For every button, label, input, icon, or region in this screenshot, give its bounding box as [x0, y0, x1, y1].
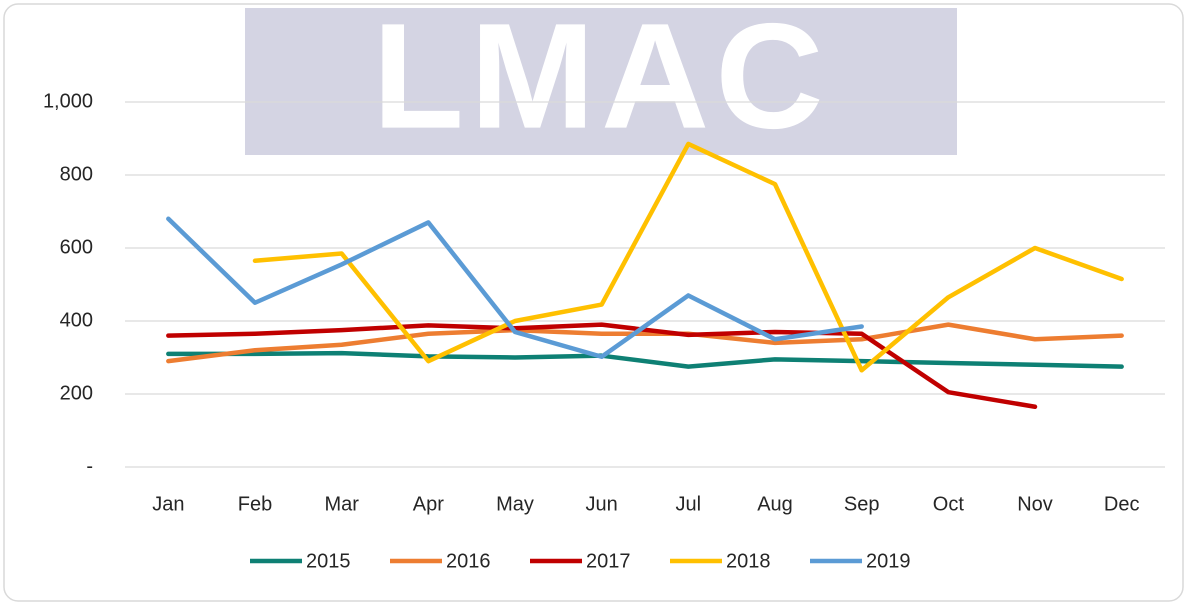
x-tick-label: Nov — [1017, 493, 1053, 515]
chart: LMAC - 200 400 600 800 1,000 Jan Feb Mar Apr May Ju… — [0, 0, 1187, 605]
x-tick-label: Sep — [844, 493, 880, 515]
legend-label: 2017 — [586, 550, 631, 572]
x-tick-label: May — [496, 493, 534, 515]
legend-label: 2015 — [306, 550, 351, 572]
legend-label: 2016 — [446, 550, 491, 572]
x-tick-label: Jul — [676, 493, 702, 515]
x-tick-label: Apr — [413, 493, 444, 515]
y-tick-label: - — [86, 455, 93, 477]
x-tick-label: Jan — [152, 493, 184, 515]
x-tick-label: Oct — [933, 493, 965, 515]
y-tick-label: 400 — [60, 309, 93, 331]
x-tick-label: Dec — [1104, 493, 1140, 515]
x-tick-label: Aug — [757, 493, 793, 515]
y-tick-label: 800 — [60, 163, 93, 185]
y-tick-label: 600 — [60, 236, 93, 258]
page: {"logo": "LMAC", "chart_data": {"type": … — [0, 0, 1187, 610]
y-tick-label: 1,000 — [43, 90, 93, 112]
legend-label: 2019 — [866, 550, 911, 572]
x-tick-label: Mar — [324, 493, 359, 515]
legend-label: 2018 — [726, 550, 771, 572]
logo: LMAC — [372, 0, 829, 160]
x-tick-label: Jun — [586, 493, 618, 515]
y-tick-label: 200 — [60, 382, 93, 404]
x-tick-label: Feb — [238, 493, 272, 515]
